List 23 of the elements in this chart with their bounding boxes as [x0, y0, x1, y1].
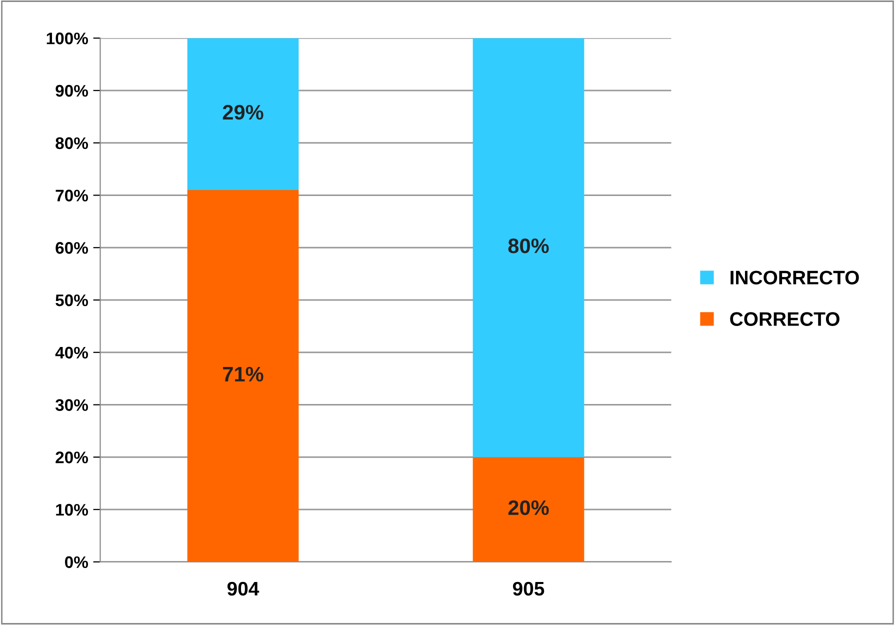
y-tick-label: 50%: [56, 294, 88, 306]
y-tick-label: 100%: [46, 32, 88, 44]
y-tick-label: 20%: [56, 452, 88, 464]
y-tick-label: 80%: [56, 137, 88, 150]
legend-label: CORRECTO: [730, 312, 840, 326]
bar: [472, 38, 584, 458]
legend-label: INCORRECTO: [730, 270, 859, 284]
data-label: 29%: [222, 104, 264, 120]
y-tick-label: 70%: [56, 190, 88, 202]
bar: [472, 457, 584, 562]
data-label: 71%: [223, 366, 264, 382]
y-tick-label: 10%: [56, 504, 88, 516]
x-tick-label: 904: [227, 582, 260, 596]
bar: [187, 38, 299, 190]
data-label: 80%: [508, 238, 549, 254]
y-tick-label: 90%: [56, 84, 88, 97]
data-label: 20%: [508, 500, 549, 516]
x-tick-label: 905: [512, 582, 544, 596]
y-tick-label: 30%: [55, 399, 88, 411]
y-tick-label: 60%: [56, 242, 88, 254]
y-tick-label: 0%: [65, 556, 88, 568]
y-tick-label: 40%: [55, 346, 88, 359]
bar: [187, 190, 299, 562]
